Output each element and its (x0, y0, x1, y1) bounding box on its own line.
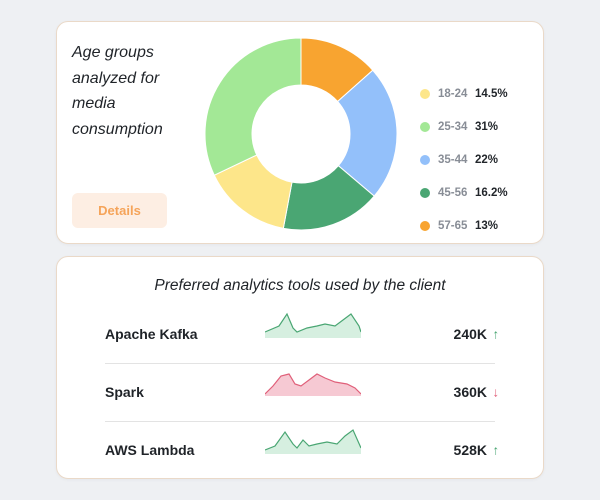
legend-value: 22% (475, 153, 499, 166)
legend-item-45-56: 45-56 16.2% (420, 176, 508, 209)
legend-item-18-24: 18-24 14.5% (420, 77, 508, 110)
legend-value: 14.5% (475, 87, 508, 100)
legend-item-57-65: 57-65 13% (420, 209, 508, 242)
legend-item-25-34: 25-34 31% (420, 110, 508, 143)
legend-label: 57-65 (438, 219, 468, 232)
sparkline-chart (265, 373, 361, 396)
legend-dot-icon (420, 121, 430, 132)
age-donut-chart (204, 37, 398, 231)
sparkline-area (265, 430, 361, 454)
sparkline-line (265, 429, 361, 451)
row-divider (105, 421, 495, 422)
legend-item-35-44: 35-44 22% (420, 143, 508, 176)
legend-dot-icon (420, 187, 430, 198)
sparkline-chart (265, 312, 361, 338)
legend-value: 31% (475, 120, 499, 133)
age-groups-card: Age groups analyzed for media consumptio… (56, 21, 544, 244)
tool-name: AWS Lambda (105, 442, 195, 458)
legend-dot-icon (420, 154, 430, 165)
arrow-up-icon: ↑ (492, 442, 500, 458)
legend-label: 18-24 (438, 87, 468, 100)
legend-dot-icon (420, 88, 430, 99)
analytics-tools-title: Preferred analytics tools used by the cl… (154, 277, 446, 294)
legend-label: 45-56 (438, 186, 468, 199)
sparkline-line (265, 312, 361, 333)
details-button[interactable]: Details (72, 193, 167, 228)
age-groups-title: Age groups analyzed for media consumptio… (72, 44, 163, 138)
arrow-down-icon: ↓ (492, 384, 500, 400)
tool-value: 360K (453, 384, 487, 400)
legend-value: 13% (475, 219, 499, 232)
tool-row: Apache Kafka 240K ↑ (105, 305, 499, 363)
sparkline-line (265, 373, 361, 395)
arrow-up-icon: ↑ (492, 326, 500, 342)
sparkline-area (265, 374, 361, 396)
tool-name: Spark (105, 384, 144, 400)
legend-dot-icon (420, 220, 430, 231)
analytics-tools-card: Preferred analytics tools used by the cl… (56, 256, 544, 479)
age-legend: 18-24 14.5% 25-34 31% 35-44 22% 45-56 16.2% 57-6… (420, 77, 508, 242)
legend-value: 16.2% (475, 186, 508, 199)
sparkline-chart (265, 429, 361, 454)
tool-value: 240K (453, 326, 487, 342)
row-divider (105, 363, 495, 364)
legend-label: 35-44 (438, 153, 468, 166)
tool-row: AWS Lambda 528K ↑ (105, 421, 499, 479)
tool-row: Spark 360K ↓ (105, 363, 499, 421)
tool-value: 528K (453, 442, 487, 458)
donut-slice-25-34 (204, 37, 302, 176)
tool-name: Apache Kafka (105, 326, 198, 342)
legend-label: 25-34 (438, 120, 468, 133)
